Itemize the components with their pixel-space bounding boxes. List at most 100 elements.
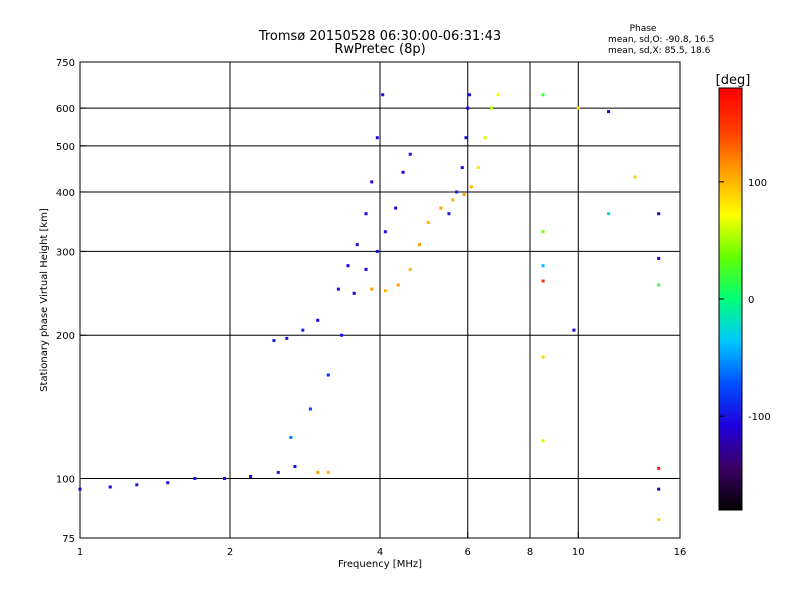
echo-point-1-1 — [285, 336, 289, 340]
echo-point-5-1 — [541, 264, 545, 268]
y-tick-label-600: 600 — [56, 104, 75, 115]
echo-point-1-14 — [408, 152, 412, 156]
echo-point-5-8 — [633, 175, 637, 179]
echo-point-5-13 — [657, 487, 661, 491]
echo-point-3-8 — [439, 206, 443, 210]
colorbar-tick-label-100: 100 — [748, 178, 767, 189]
echo-point-3-4 — [396, 283, 400, 287]
echo-point-5-7 — [607, 110, 611, 114]
echo-point-0-0 — [78, 487, 82, 491]
echo-point-2-3 — [364, 212, 368, 216]
echo-point-2-4 — [370, 180, 374, 184]
x-tick-label-10: 10 — [572, 547, 585, 558]
echo-point-3-14 — [490, 106, 494, 110]
echo-point-2-5 — [375, 136, 379, 140]
echo-point-3-7 — [426, 221, 430, 225]
echo-point-1-5 — [308, 407, 312, 411]
echo-point-1-13 — [401, 170, 405, 174]
x-tick-label-1: 1 — [77, 547, 83, 558]
echo-point-5-0 — [541, 230, 545, 234]
stats-heading: Phase — [630, 24, 657, 34]
echo-point-3-13 — [483, 136, 487, 140]
echo-point-5-14 — [657, 518, 661, 522]
echo-point-3-9 — [451, 198, 455, 202]
echo-point-3-0 — [316, 470, 320, 474]
echo-point-1-10 — [375, 249, 379, 253]
y-tick-label-400: 400 — [56, 188, 75, 199]
echo-point-3-11 — [469, 185, 473, 189]
echo-point-3-12 — [476, 166, 480, 170]
echo-point-1-0 — [272, 338, 276, 342]
colorbar-ticks: -100 0 100 — [719, 178, 771, 423]
echo-point-1-7 — [340, 333, 344, 337]
echo-point-5-10 — [657, 256, 661, 260]
stats-line-x: mean, sd,X: 85.5, 18.6 — [608, 46, 711, 56]
echo-point-1-4 — [289, 435, 293, 439]
echo-point-5-4 — [541, 439, 545, 443]
axis-ticks: 1 2 4 6 8 10 16 75 100 200 300 400 500 600 750 — [56, 58, 686, 558]
echo-point-0-2 — [135, 483, 139, 487]
colorbar-tick-label-0: 0 — [748, 295, 754, 306]
echo-point-5-15 — [607, 212, 611, 216]
echo-point-5-6 — [576, 106, 580, 110]
echo-point-5-11 — [657, 283, 661, 287]
colorbar-tick-label--100: -100 — [748, 412, 771, 423]
echo-point-5-3 — [541, 355, 545, 359]
echo-point-1-6 — [326, 373, 330, 377]
echo-point-2-6 — [381, 93, 385, 97]
x-tick-label-16: 16 — [674, 547, 687, 558]
echo-point-3-15 — [496, 93, 500, 97]
echo-point-5-9 — [657, 212, 661, 216]
x-tick-label-8: 8 — [527, 547, 533, 558]
echo-point-2-0 — [336, 287, 340, 291]
echo-point-4-2 — [460, 166, 464, 170]
echo-point-0-7 — [276, 470, 280, 474]
echo-point-1-8 — [352, 291, 356, 295]
echo-point-3-6 — [417, 243, 421, 247]
y-axis-label: Stationary phase Virtual Height [km] — [39, 208, 50, 392]
echo-point-0-6 — [249, 474, 253, 478]
y-tick-label-75: 75 — [62, 534, 75, 545]
y-tick-label-100: 100 — [56, 475, 75, 486]
x-tick-label-2: 2 — [227, 547, 233, 558]
echo-point-1-12 — [394, 206, 398, 210]
echo-point-0-1 — [108, 485, 112, 489]
x-axis-label: Frequency [MHz] — [338, 559, 422, 570]
echo-point-3-5 — [408, 267, 412, 271]
echo-point-4-3 — [464, 136, 468, 140]
echo-point-1-3 — [316, 318, 320, 322]
echo-point-5-5 — [541, 93, 545, 97]
echo-point-0-4 — [193, 477, 197, 481]
echo-point-5-2 — [541, 279, 545, 283]
echo-point-0-8 — [293, 464, 297, 468]
y-tick-label-750: 750 — [56, 58, 75, 69]
echo-point-4-1 — [455, 190, 459, 194]
data-points — [78, 93, 661, 522]
echo-point-1-2 — [301, 328, 305, 332]
y-tick-label-200: 200 — [56, 331, 75, 342]
stats-line-o: mean, sd,O: -90.8, 16.5 — [608, 35, 714, 45]
echo-point-5-16 — [572, 328, 576, 332]
echo-point-1-9 — [364, 267, 368, 271]
echo-point-3-1 — [326, 470, 330, 474]
echo-point-1-11 — [383, 230, 387, 234]
x-tick-label-4: 4 — [377, 547, 383, 558]
echo-point-5-12 — [657, 466, 661, 470]
chart-title: Tromsø 20150528 06:30:00-06:31:43 — [258, 29, 501, 44]
y-tick-label-300: 300 — [56, 247, 75, 258]
echo-point-3-2 — [370, 287, 374, 291]
echo-point-4-4 — [466, 106, 470, 110]
x-tick-label-6: 6 — [465, 547, 471, 558]
echo-point-0-5 — [223, 477, 227, 481]
echo-point-2-2 — [355, 243, 359, 247]
echo-point-2-1 — [346, 264, 350, 268]
echo-point-4-5 — [468, 93, 472, 97]
chart-subtitle: RwPretec (8p) — [334, 42, 425, 57]
echo-point-3-10 — [462, 193, 466, 197]
colorbar-label: [deg] — [716, 73, 751, 88]
echo-point-0-3 — [166, 481, 170, 485]
grid-lines — [80, 62, 680, 538]
echo-point-3-3 — [383, 289, 387, 293]
y-tick-label-500: 500 — [56, 142, 75, 153]
